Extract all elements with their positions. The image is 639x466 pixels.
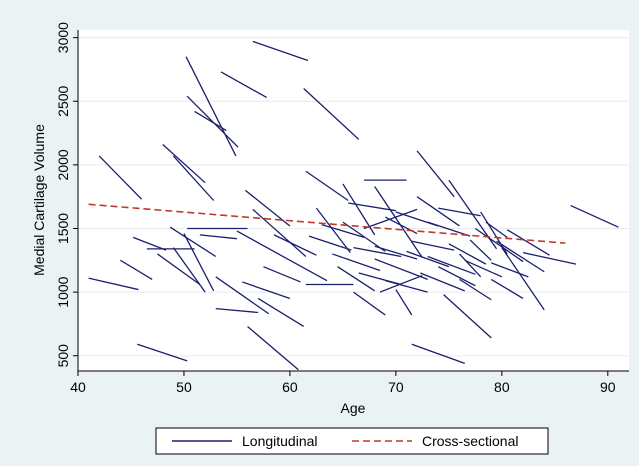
y-tick-label: 2500 — [55, 85, 71, 116]
y-tick-label: 3000 — [55, 22, 71, 53]
longitudinal-segment — [363, 208, 418, 230]
longitudinal-segment — [438, 207, 481, 217]
longitudinal-segment — [263, 266, 301, 283]
x-tick-label: 40 — [70, 379, 86, 395]
longitudinal-segment — [427, 221, 471, 237]
legend-label-longitudinal: Longitudinal — [242, 433, 318, 449]
longitudinal-segment — [273, 234, 317, 256]
longitudinal-segment — [353, 291, 386, 316]
longitudinal-segment — [501, 247, 545, 311]
longitudinal-segment — [215, 308, 259, 314]
longitudinal-segment — [420, 272, 466, 292]
longitudinal-segment — [385, 280, 428, 293]
longitudinal-segment — [506, 229, 550, 256]
longitudinal-segment — [485, 221, 508, 238]
longitudinal-segment — [490, 278, 524, 300]
x-tick-label: 70 — [388, 379, 404, 395]
y-axis-ticks: 500 1000 1500 2000 2500 3000 — [55, 22, 78, 368]
longitudinal-segment — [416, 150, 455, 198]
longitudinal-segment — [315, 207, 351, 254]
longitudinal-segment — [406, 250, 450, 268]
x-tick-label: 50 — [176, 379, 192, 395]
longitudinal-segment — [332, 253, 381, 272]
legend-label-cross-sectional: Cross-sectional — [422, 433, 518, 449]
longitudinal-segment — [98, 155, 143, 200]
longitudinal-segment — [242, 281, 291, 300]
longitudinal-segment — [185, 56, 237, 157]
longitudinal-segment — [395, 289, 413, 316]
longitudinal-segment — [172, 247, 206, 293]
longitudinal-segment — [570, 204, 619, 228]
longitudinal-segment — [289, 259, 328, 282]
y-tick-label: 1500 — [55, 213, 71, 244]
longitudinal-segment — [252, 208, 307, 257]
longitudinal-segment — [199, 234, 238, 240]
y-tick-label: 1000 — [55, 276, 71, 307]
longitudinal-segment — [353, 246, 402, 258]
longitudinal-segment — [443, 294, 492, 339]
longitudinal-segment — [448, 243, 487, 265]
longitudinal-segment — [157, 253, 201, 286]
longitudinal-segment — [469, 239, 492, 261]
longitudinal-segment — [480, 211, 508, 255]
longitudinal-segment — [496, 240, 545, 273]
longitudinal-segment — [162, 144, 206, 184]
longitudinal-segment — [491, 262, 529, 278]
longitudinal-segment — [458, 253, 482, 278]
longitudinal-segment — [379, 274, 423, 293]
longitudinal-segment — [337, 266, 376, 292]
longitudinal-segment — [464, 259, 503, 278]
longitudinal-segment — [132, 236, 167, 251]
longitudinal-series — [88, 40, 619, 371]
longitudinal-segment — [303, 88, 360, 140]
longitudinal-segment — [305, 170, 349, 202]
longitudinal-segment — [321, 224, 365, 239]
longitudinal-segment — [183, 233, 215, 292]
longitudinal-segment — [88, 277, 139, 291]
y-tick-label: 500 — [55, 344, 71, 368]
x-tick-label: 80 — [494, 379, 510, 395]
longitudinal-segment — [245, 189, 291, 227]
longitudinal-segment — [194, 110, 227, 132]
y-tick-label: 2000 — [55, 149, 71, 180]
longitudinal-segment — [348, 202, 396, 212]
longitudinal-segment — [220, 71, 267, 99]
longitudinal-segment — [308, 235, 352, 251]
longitudinal-segment — [416, 196, 460, 227]
cross-sectional-line — [88, 203, 566, 244]
x-axis-title: Age — [341, 400, 366, 416]
longitudinal-segment — [411, 343, 465, 364]
longitudinal-segment — [474, 227, 524, 263]
longitudinal-segment — [236, 230, 291, 261]
legend: Longitudinal Cross-sectional — [155, 427, 549, 455]
longitudinal-segment — [374, 258, 428, 280]
longitudinal-segment — [247, 325, 299, 371]
longitudinal-segment — [252, 40, 309, 62]
cross-sectional-series — [88, 203, 566, 244]
longitudinal-segment — [169, 226, 217, 258]
longitudinal-segment — [257, 297, 305, 328]
y-axis-title: Medial Cartilage Volume — [31, 124, 47, 276]
x-tick-label: 60 — [282, 379, 298, 395]
longitudinal-segment — [522, 252, 577, 265]
longitudinal-segment — [137, 343, 188, 362]
longitudinal-segment — [427, 255, 476, 275]
x-tick-label: 90 — [600, 379, 616, 395]
x-axis-ticks: 40 50 60 70 80 90 — [70, 371, 616, 395]
longitudinal-segment — [215, 276, 270, 315]
longitudinal-segment — [437, 266, 476, 287]
longitudinal-segment — [342, 221, 386, 252]
longitudinal-segment — [411, 240, 455, 251]
axes — [77, 30, 629, 372]
longitudinal-segment — [172, 155, 215, 201]
longitudinal-segment — [459, 278, 492, 301]
longitudinal-segment — [120, 259, 153, 280]
longitudinal-segment — [374, 245, 418, 260]
longitudinal-segment — [374, 186, 423, 259]
